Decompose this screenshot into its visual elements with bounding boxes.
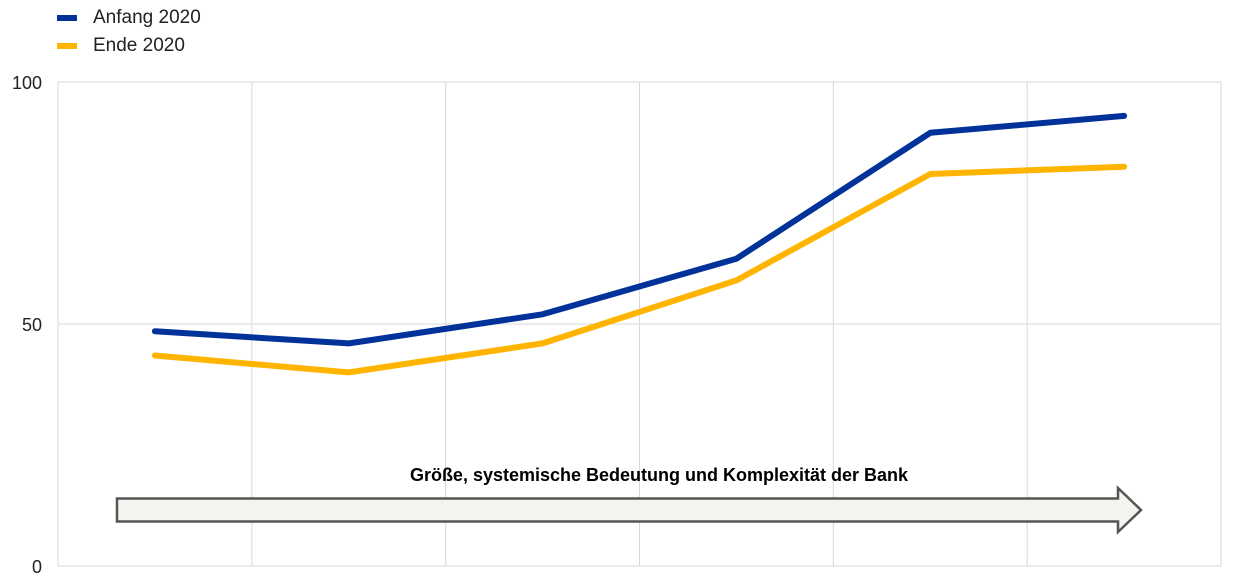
- y-tick-label: 0: [32, 557, 42, 577]
- legend-label-ende-2020: Ende 2020: [93, 35, 185, 56]
- direction-arrow-shape: [115, 485, 1143, 535]
- series-line-ende-2020: [151, 163, 1128, 376]
- y-axis-ticks: 0 50 100: [12, 73, 42, 577]
- y-tick-label: 50: [22, 315, 42, 335]
- legend: Anfang 2020 Ende 2020: [57, 4, 201, 60]
- legend-swatch-ende-2020: [57, 43, 77, 49]
- legend-label-anfang-2020: Anfang 2020: [93, 7, 201, 28]
- legend-item-ende-2020: Ende 2020: [57, 32, 201, 60]
- direction-arrow: [115, 485, 1143, 535]
- arrow-annotation: Größe, systemische Bedeutung und Komplex…: [410, 465, 909, 485]
- legend-swatch-anfang-2020: [57, 15, 77, 21]
- series-lines: [151, 112, 1128, 376]
- legend-item-anfang-2020: Anfang 2020: [57, 4, 201, 32]
- y-tick-label: 100: [12, 73, 42, 93]
- series-line-anfang-2020: [151, 112, 1128, 347]
- grid: [57, 81, 1222, 567]
